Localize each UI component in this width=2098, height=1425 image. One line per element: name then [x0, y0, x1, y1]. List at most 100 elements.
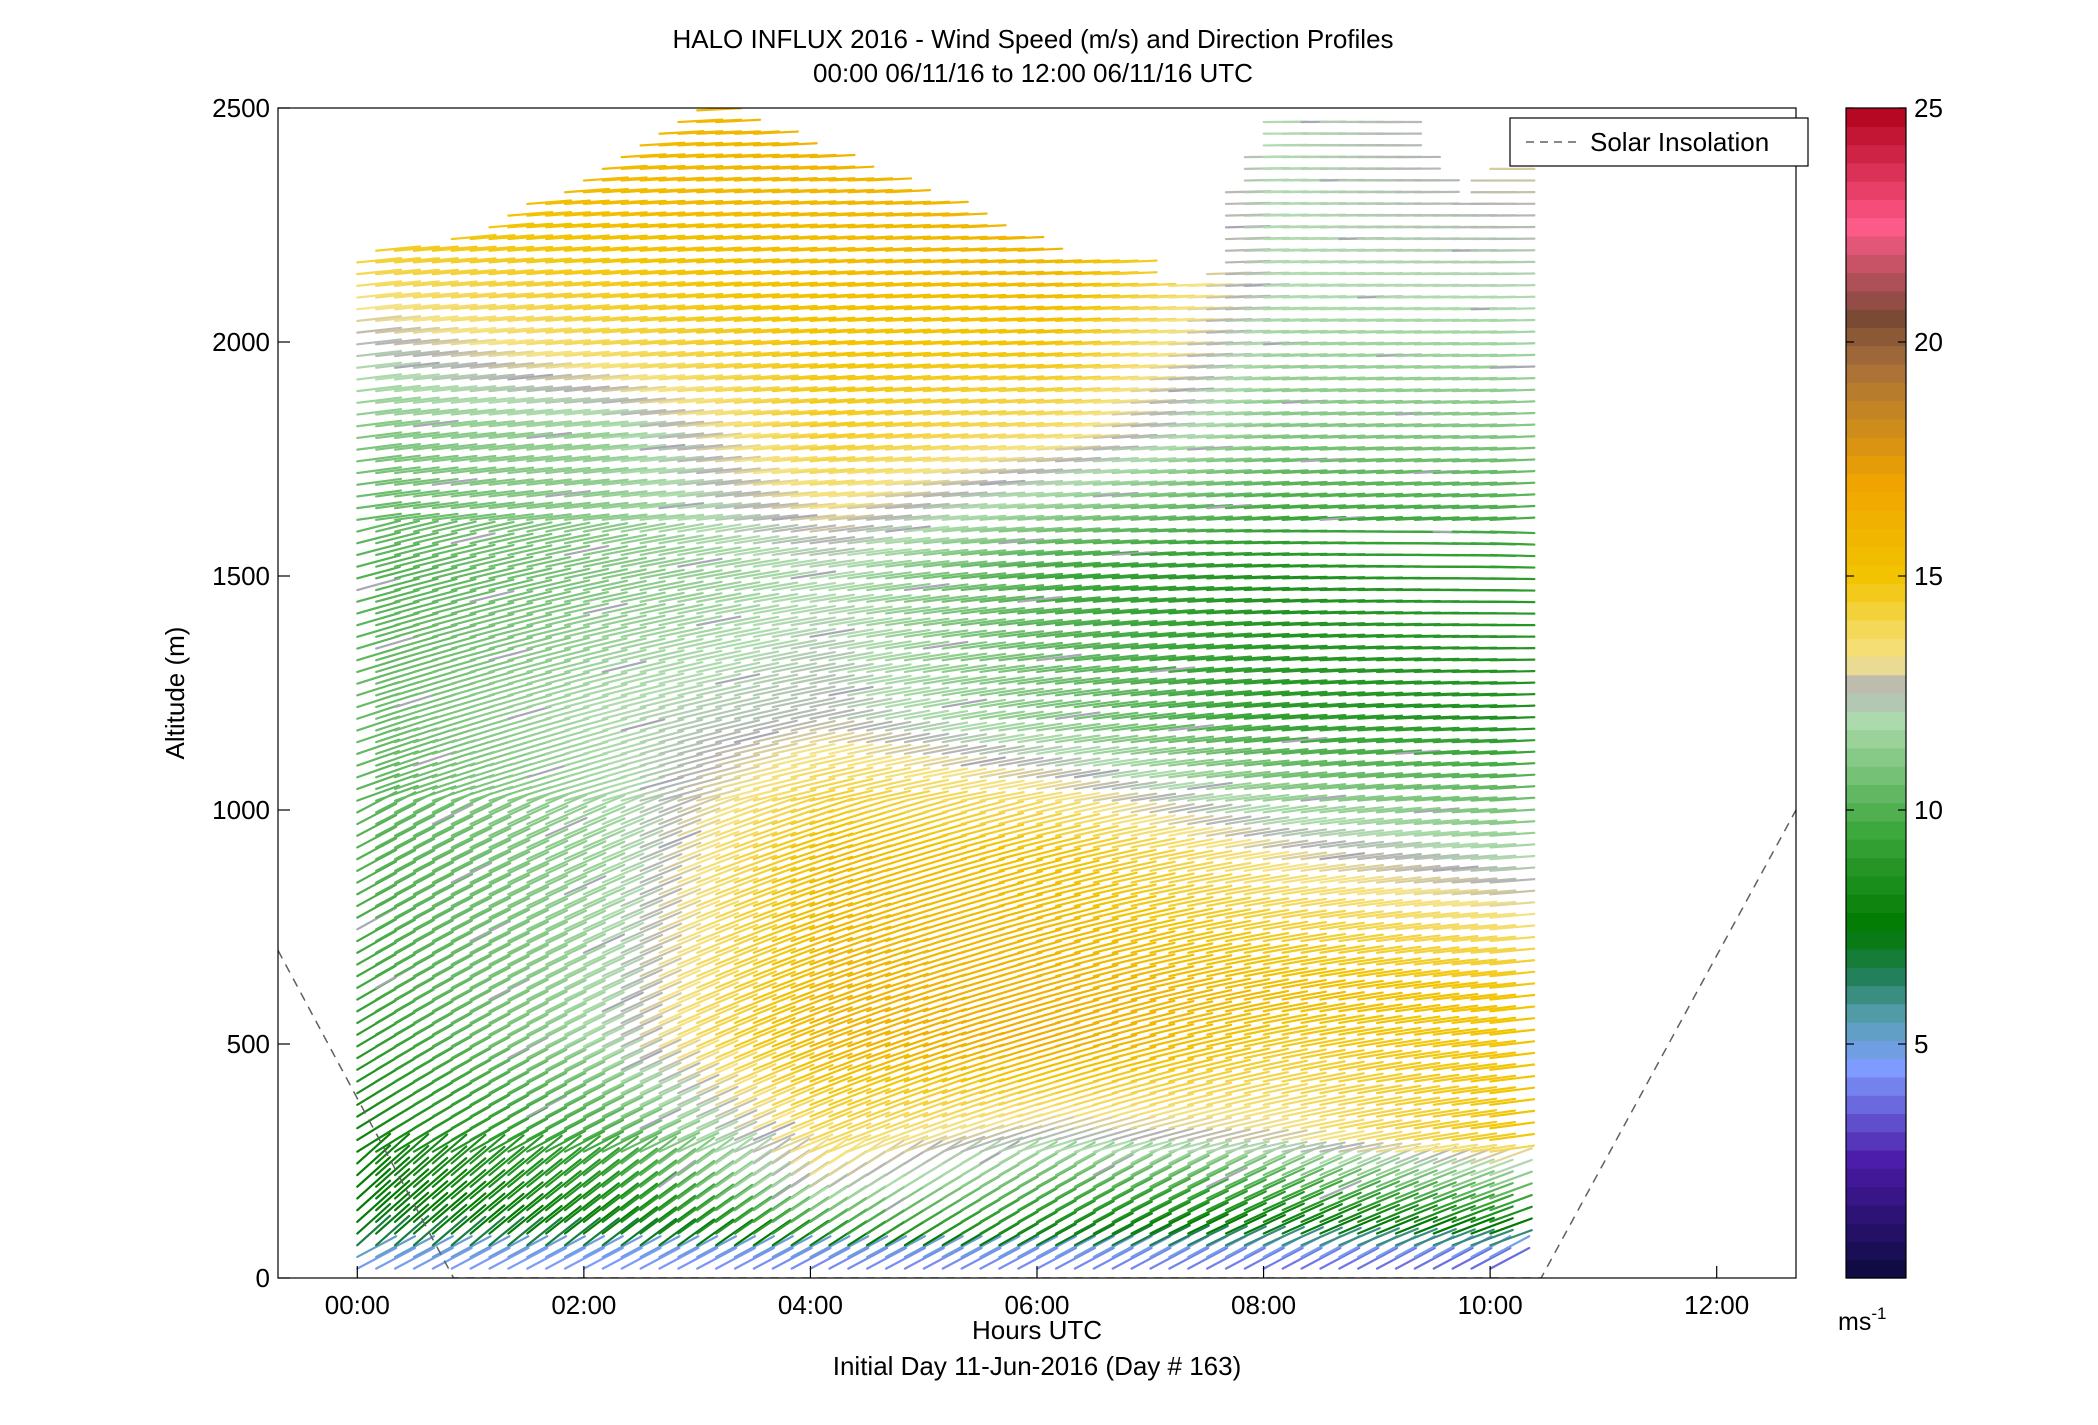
wind-barb: [431, 466, 478, 475]
wind-barb: [1092, 387, 1139, 393]
wind-barb: [733, 707, 780, 720]
wind-barb: [715, 1160, 754, 1188]
wind-barb: [431, 443, 478, 451]
wind-barb: [563, 1158, 601, 1188]
wind-barb: [601, 1147, 639, 1177]
wind-barb: [866, 926, 911, 943]
wind-barb: [563, 420, 610, 428]
wind-barb: [696, 888, 740, 908]
wind-barb: [507, 489, 554, 498]
wind-barb: [998, 676, 1045, 685]
wind-barb: [1168, 747, 1215, 755]
wind-barb: [752, 901, 797, 919]
wind-barb: [677, 188, 724, 194]
wind-barb: [1036, 951, 1081, 966]
wind-barb: [545, 705, 590, 720]
wind-barb: [1073, 619, 1120, 627]
wind-barb: [1187, 919, 1233, 931]
wind-barb: [1092, 1138, 1138, 1153]
wind-barb: [1205, 1166, 1248, 1188]
wind-barb: [356, 419, 403, 428]
wind-barb: [469, 257, 516, 264]
wind-barb: [582, 1205, 620, 1235]
wind-barb: [828, 879, 873, 896]
wind-barb: [1187, 597, 1234, 603]
wind-barb: [979, 328, 1026, 334]
wind-barb: [620, 637, 666, 650]
wind-barb: [393, 895, 435, 919]
wind-barb: [960, 927, 1005, 943]
wind-barb: [677, 455, 724, 463]
wind-barb: [733, 808, 778, 826]
wind-barb: [903, 845, 949, 861]
wind-barb: [507, 420, 554, 428]
wind-barb: [677, 557, 723, 568]
wind-barb: [469, 966, 511, 989]
wind-barb: [998, 433, 1045, 440]
wind-barb: [677, 513, 724, 521]
wind-barb: [1092, 642, 1139, 650]
wind-barb: [469, 245, 516, 252]
wind-barb: [412, 930, 454, 954]
wind-barb: [828, 832, 873, 849]
wind-barb: [696, 1120, 739, 1142]
wind-barb: [582, 602, 628, 615]
wind-barb: [1017, 1125, 1062, 1142]
wind-barb: [715, 304, 762, 311]
wind-barb: [884, 833, 930, 849]
wind-barb: [960, 444, 1007, 451]
wind-barb: [1111, 631, 1158, 638]
wind-barb: [752, 130, 799, 135]
wind-barb: [809, 1029, 853, 1048]
wind-barb: [1111, 1022, 1157, 1036]
wind-barb: [847, 1076, 891, 1095]
wind-barb: [771, 235, 818, 241]
wind-barb: [658, 223, 705, 229]
wind-barb: [941, 549, 988, 557]
wind-barb: [752, 546, 799, 557]
wind-barb: [356, 554, 401, 568]
wind-barb: [375, 268, 422, 276]
wind-barb: [601, 1159, 639, 1188]
wind-barb: [356, 848, 398, 872]
wind-barb: [393, 837, 436, 861]
wind-barb: [526, 1036, 568, 1060]
wind-barb: [412, 292, 459, 299]
wind-barb: [922, 571, 969, 580]
wind-barb: [960, 433, 1007, 440]
wind-barb: [677, 362, 724, 369]
wind-barb: [639, 1217, 678, 1247]
wind-barb: [507, 1025, 549, 1048]
plot-area: [277, 107, 1797, 1279]
wind-barb: [903, 709, 950, 720]
wind-barb: [545, 199, 592, 206]
wind-barb: [696, 1051, 739, 1071]
wind-barb: [809, 697, 855, 709]
wind-barb: [601, 545, 648, 557]
wind-barb: [1036, 1102, 1081, 1118]
wind-barb: [1130, 643, 1177, 650]
wind-barb: [884, 617, 931, 627]
wind-barb: [752, 912, 797, 931]
wind-barb: [979, 835, 1025, 849]
wind-barb: [884, 1100, 929, 1118]
wind-barb: [375, 658, 420, 674]
wind-barb: [1054, 642, 1101, 650]
wind-barb: [563, 1014, 606, 1036]
wind-barb: [639, 1136, 678, 1165]
wind-barb: [488, 1047, 530, 1071]
wind-barb: [450, 443, 497, 451]
wind-barb: [1054, 561, 1101, 568]
wind-barb: [677, 153, 724, 159]
wind-barb: [1017, 1137, 1062, 1153]
wind-barb: [412, 803, 455, 826]
wind-barb: [884, 605, 931, 615]
wind-barb: [922, 732, 969, 744]
wind-barb: [809, 1099, 853, 1118]
wind-barb: [601, 315, 648, 323]
wind-barb: [828, 1029, 872, 1048]
wind-barb: [1187, 480, 1234, 486]
wind-barb: [960, 595, 1007, 603]
wind-barb: [601, 211, 648, 217]
wind-barb: [488, 874, 531, 896]
